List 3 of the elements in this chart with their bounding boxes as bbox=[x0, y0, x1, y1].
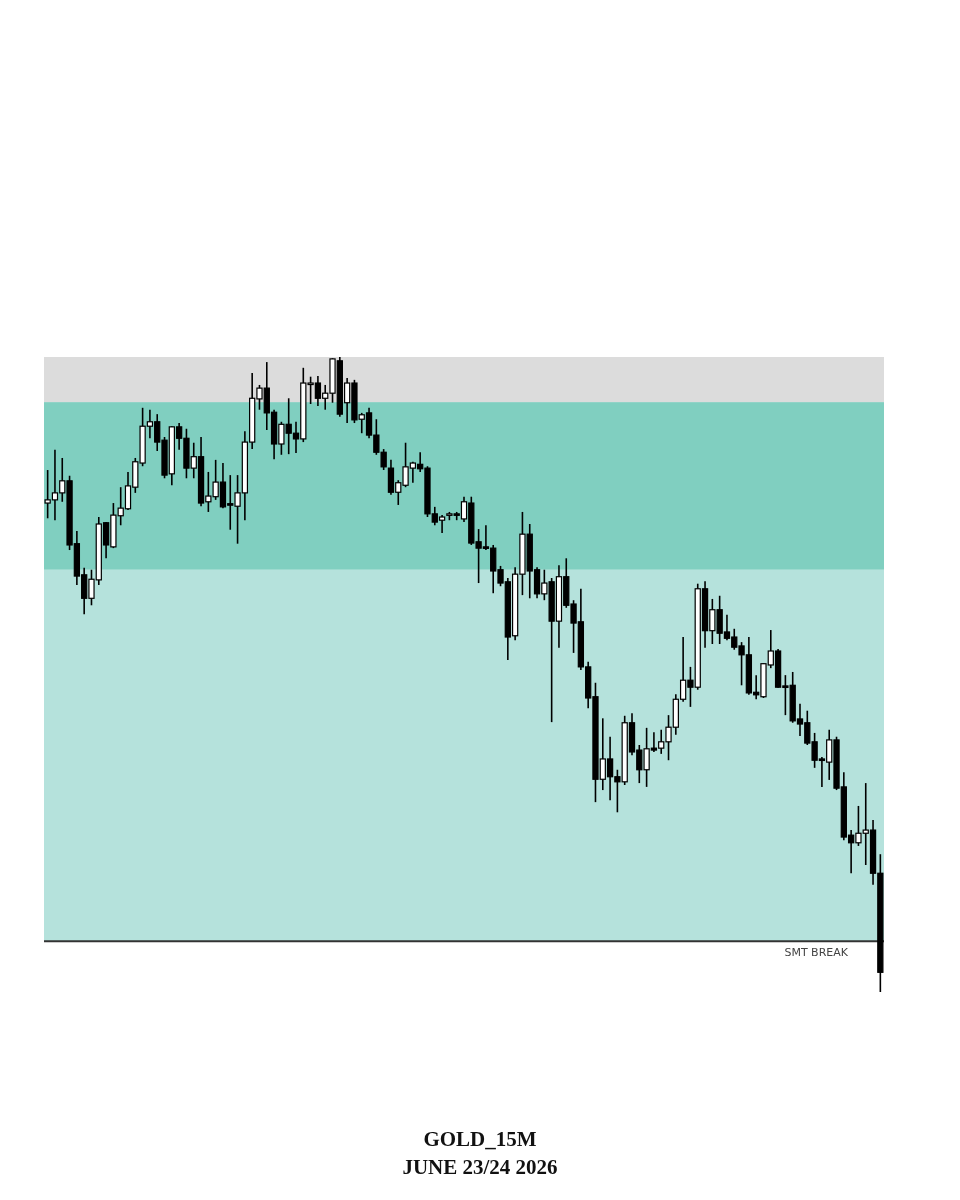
text: GOLD_15M bbox=[423, 1127, 537, 1151]
text: JUNE 23/24 2026 bbox=[402, 1155, 558, 1179]
ref-line-label: SMT BREAK bbox=[784, 946, 849, 960]
